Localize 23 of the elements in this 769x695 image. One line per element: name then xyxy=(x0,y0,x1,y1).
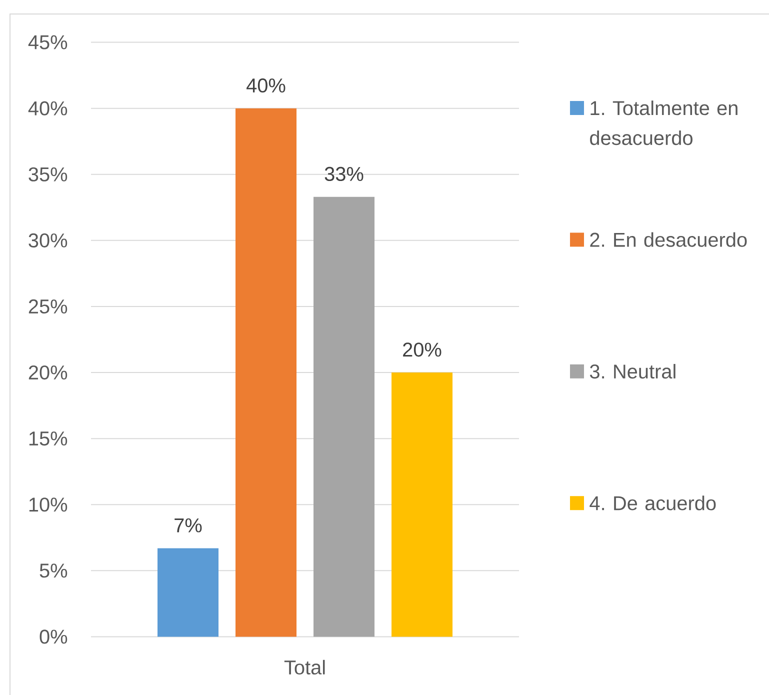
legend-label: 2. En desacuerdo xyxy=(590,232,747,247)
data-label: 33% xyxy=(324,166,364,182)
y-tick-label: 35% xyxy=(28,167,68,182)
legend-label: 4. De acuerdo xyxy=(590,496,716,510)
y-tick-label: 25% xyxy=(28,299,68,314)
data-label: 40% xyxy=(246,78,286,93)
bar xyxy=(236,108,297,637)
y-tick-label: 10% xyxy=(29,498,68,512)
bar xyxy=(158,548,219,637)
legend-label: 1. Totalmente en desacuerdo xyxy=(590,100,738,146)
y-tick-label: 45% xyxy=(28,35,68,50)
y-tick-label: 20% xyxy=(28,365,68,380)
y-tick-label: 15% xyxy=(29,432,68,446)
x-tick-label: Total xyxy=(284,660,325,675)
y-tick-label: 40% xyxy=(28,101,68,116)
legend-label: 3. Neutral xyxy=(590,364,676,379)
bar xyxy=(314,196,375,637)
bar xyxy=(392,372,453,637)
y-tick-label: 5% xyxy=(40,564,68,578)
data-label: 20% xyxy=(403,342,442,357)
data-label: 7% xyxy=(174,518,202,532)
y-tick-label: 30% xyxy=(28,233,68,248)
y-tick-label: 0% xyxy=(40,630,68,644)
